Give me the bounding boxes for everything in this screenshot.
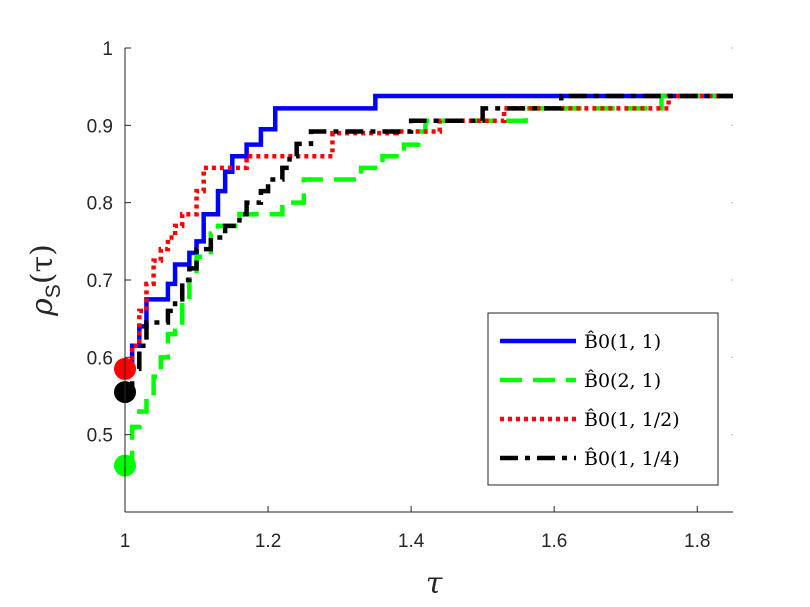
x-ticks: 1 1.2 1.4 1.6 1.8 — [120, 506, 710, 552]
series-line-3 — [125, 93, 733, 372]
x-axis-label: τ — [426, 566, 443, 601]
y-axis-label: ρS(τ) — [25, 244, 65, 317]
y-tick-label: 0.9 — [87, 116, 113, 137]
y-axis-label-symbol: ρ — [25, 298, 60, 317]
y-tick-label: 0.7 — [87, 271, 113, 292]
x-tick-label: 1.8 — [684, 531, 710, 552]
legend-label-4: B̂0(1, 1/4) — [584, 448, 680, 470]
axes: 1 1.2 1.4 1.6 1.8 0.5 0.6 0.7 0.8 0.9 1 τ ρS(τ) — [25, 39, 733, 601]
svg-text:ρS(τ): ρS(τ) — [25, 244, 65, 317]
y-ticks: 0.5 0.6 0.7 0.8 0.9 1 — [87, 39, 733, 447]
y-tick-label: 0.5 — [87, 426, 113, 447]
legend-label-1: B̂0(1, 1) — [584, 331, 661, 353]
y-tick-label: 0.8 — [87, 194, 113, 215]
x-tick-label: 1.6 — [541, 531, 567, 552]
x-tick-label: 1.4 — [398, 531, 425, 552]
x-tick-label: 1 — [120, 531, 131, 552]
legend: B̂0(1, 1) B̂0(2, 1) B̂0(1, 1/2) B̂0(1, 1/4) — [487, 312, 719, 486]
legend-label-3: B̂0(1, 1/2) — [584, 409, 680, 431]
y-axis-label-subscript: S — [42, 284, 65, 298]
y-tick-label: 0.6 — [87, 348, 113, 369]
series-line-4 — [125, 93, 733, 395]
y-axis-label-argument: (τ) — [25, 244, 60, 284]
series-line-2 — [125, 93, 733, 468]
x-tick-label: 1.2 — [255, 531, 281, 552]
y-tick-label: 1 — [102, 39, 113, 60]
legend-label-2: B̂0(2, 1) — [584, 370, 661, 392]
